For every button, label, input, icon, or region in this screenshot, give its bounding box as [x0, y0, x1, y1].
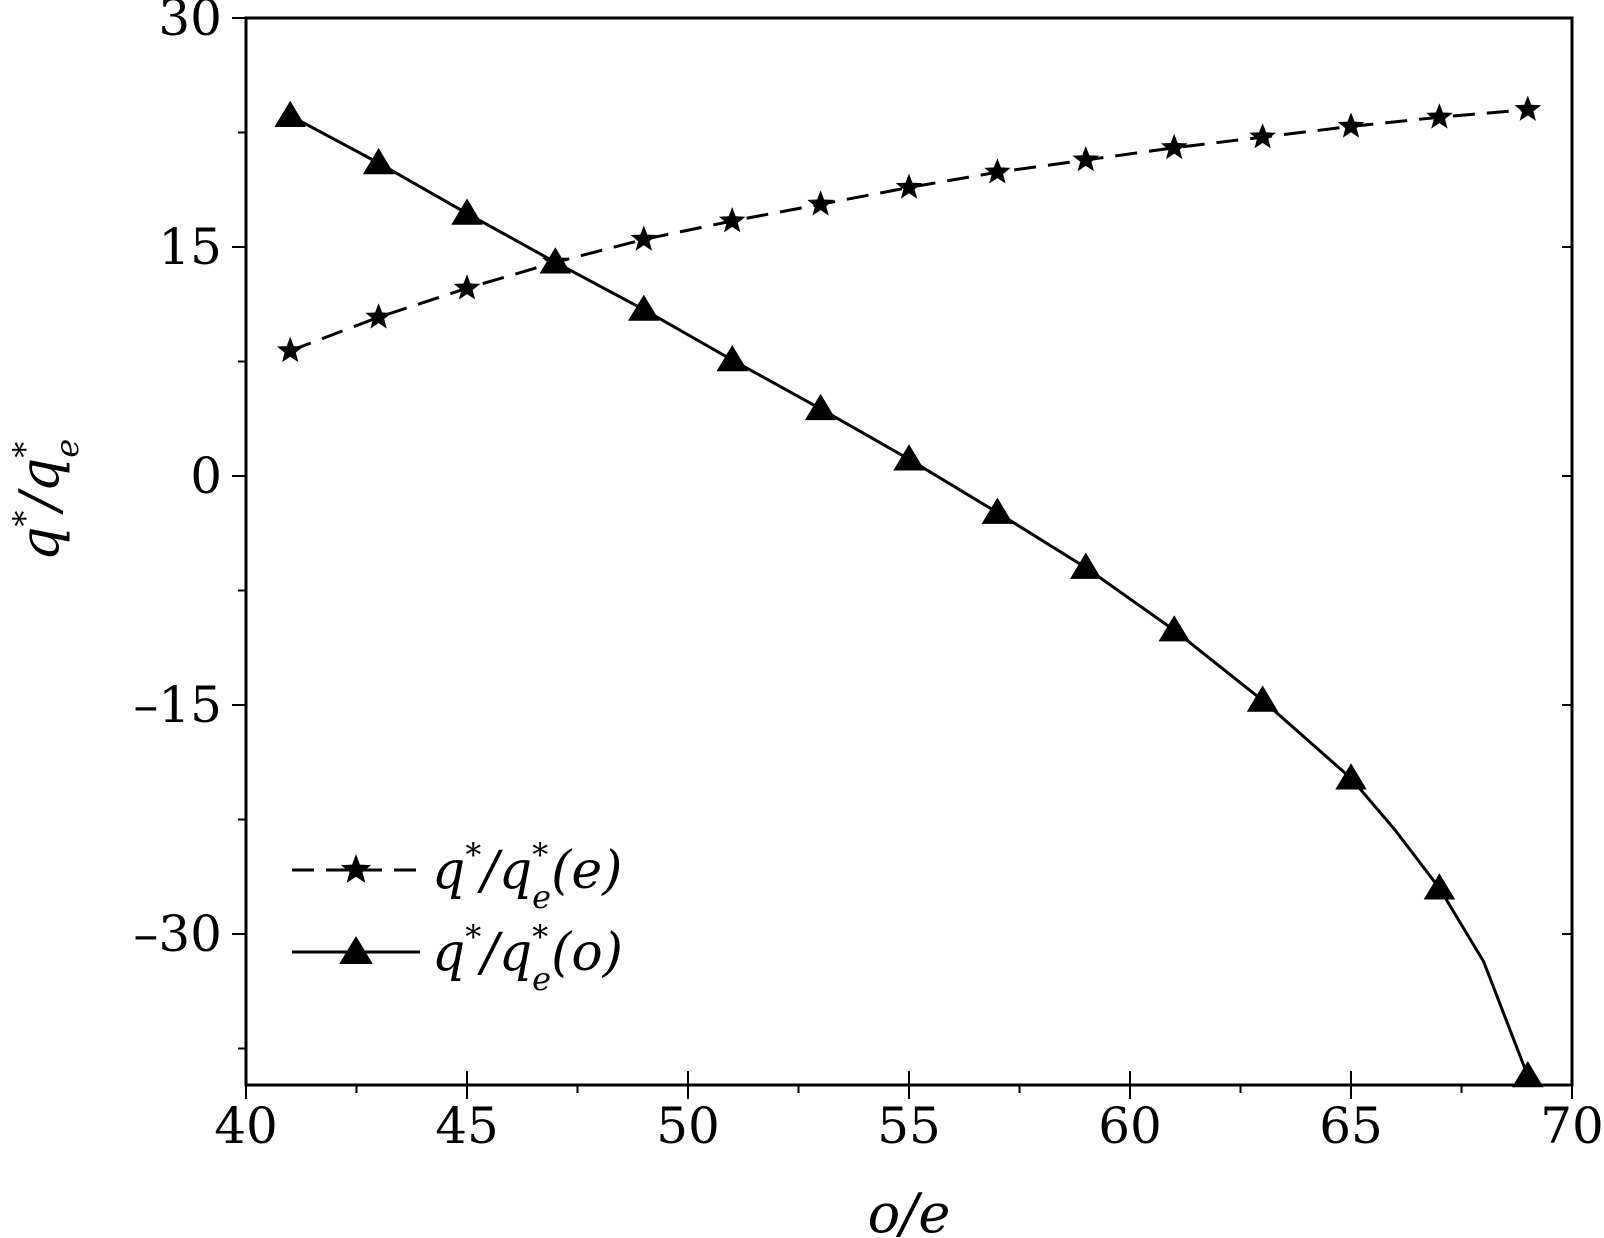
data-point-star: [1160, 133, 1188, 160]
y-tick-label: –15: [133, 676, 222, 734]
data-point-triangle: [716, 345, 748, 372]
series-line-e: [289, 108, 1528, 353]
data-point-star: [453, 274, 481, 300]
data-point-star: [895, 173, 923, 199]
x-tick-label: 50: [656, 1097, 720, 1155]
y-tick-label: –30: [133, 905, 222, 963]
data-point-star: [984, 158, 1011, 184]
legend-label-e: q*/q* e(e): [432, 836, 622, 916]
data-point-star: [1337, 112, 1365, 138]
data-point-triangle: [1158, 615, 1190, 642]
data-point-star: [1426, 103, 1453, 129]
data-point-triangle: [1335, 763, 1367, 790]
data-point-star: [1249, 123, 1276, 149]
data-point-triangle: [628, 294, 660, 321]
x-tick-label: 40: [214, 1097, 278, 1155]
series-e: [276, 95, 1542, 363]
data-point-triangle: [1423, 873, 1456, 900]
data-point-star: [365, 303, 392, 329]
data-point-triangle: [451, 198, 483, 225]
y-tick-label: 0: [190, 447, 222, 505]
data-point-triangle: [362, 148, 395, 175]
x-tick-label: 70: [1540, 1097, 1604, 1155]
data-point-star: [1072, 146, 1100, 172]
data-point-star: [630, 225, 658, 251]
legend-label-o: q*/q* e(o): [432, 918, 623, 998]
data-point-triangle: [539, 247, 572, 274]
legend: q*/q* e(e)q*/q* e(o): [292, 836, 623, 998]
axis-ticks: [232, 17, 1573, 1099]
x-tick-label: 45: [435, 1097, 499, 1155]
data-point-star: [1514, 95, 1542, 121]
x-axis-label: o/e: [868, 1182, 951, 1238]
legend-marker-triangle: [339, 936, 373, 964]
y-axis-label-group: q*/q* e: [6, 439, 86, 561]
y-tick-label: 30: [158, 0, 222, 47]
series-layer: [274, 95, 1544, 1088]
data-point-triangle: [1070, 552, 1102, 579]
data-point-triangle: [274, 100, 306, 127]
axis-labels: 40 45 50 55 60 65 70 30 15 0 –15 –30 o/e q*/q* e: [6, 0, 1604, 1238]
data-point-triangle: [1246, 685, 1279, 712]
x-tick-label: 55: [877, 1097, 941, 1155]
series-o: [274, 100, 1544, 1088]
data-point-star: [276, 336, 304, 363]
data-point-star: [718, 207, 746, 233]
data-point-triangle: [804, 393, 837, 421]
data-point-triangle: [893, 444, 925, 471]
data-point-triangle: [1512, 1061, 1544, 1088]
y-axis-label: q*/q* e: [6, 439, 86, 561]
data-point-triangle: [981, 497, 1014, 524]
x-tick-label: 65: [1319, 1097, 1383, 1155]
x-tick-label: 60: [1098, 1097, 1162, 1155]
legend-marker-star: [340, 854, 372, 883]
data-point-star: [807, 190, 834, 216]
y-tick-label: 15: [158, 218, 222, 276]
